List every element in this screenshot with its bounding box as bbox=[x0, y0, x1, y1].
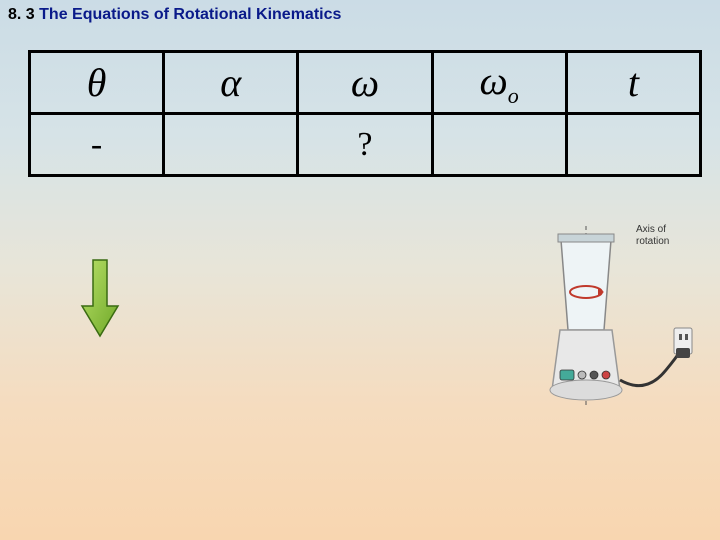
kinematics-table: θ α ω ωo t - ? bbox=[28, 50, 702, 177]
table-header-row: θ α ω ωo t bbox=[30, 52, 701, 114]
header-alpha: α bbox=[164, 52, 298, 114]
axis-label-1: Axis of bbox=[636, 224, 666, 235]
cell-theta: - bbox=[30, 114, 164, 176]
cell-omega: ? bbox=[298, 114, 432, 176]
header-omega-initial: ωo bbox=[432, 52, 566, 114]
header-time: t bbox=[566, 52, 700, 114]
down-arrow-icon bbox=[80, 258, 120, 338]
section-number: 8. 3 bbox=[8, 6, 35, 23]
header-theta: θ bbox=[30, 52, 164, 114]
cell-omega-initial bbox=[432, 114, 566, 176]
section-title: 8. 3 The Equations of Rotational Kinemat… bbox=[8, 6, 341, 24]
blender-illustration: Axis of rotation bbox=[516, 220, 696, 420]
header-omega: ω bbox=[298, 52, 432, 114]
section-text: The Equations of Rotational Kinematics bbox=[39, 6, 341, 23]
table-data-row: - ? bbox=[30, 114, 701, 176]
axis-label-2: rotation bbox=[636, 236, 669, 247]
cell-alpha bbox=[164, 114, 298, 176]
cell-time bbox=[566, 114, 700, 176]
